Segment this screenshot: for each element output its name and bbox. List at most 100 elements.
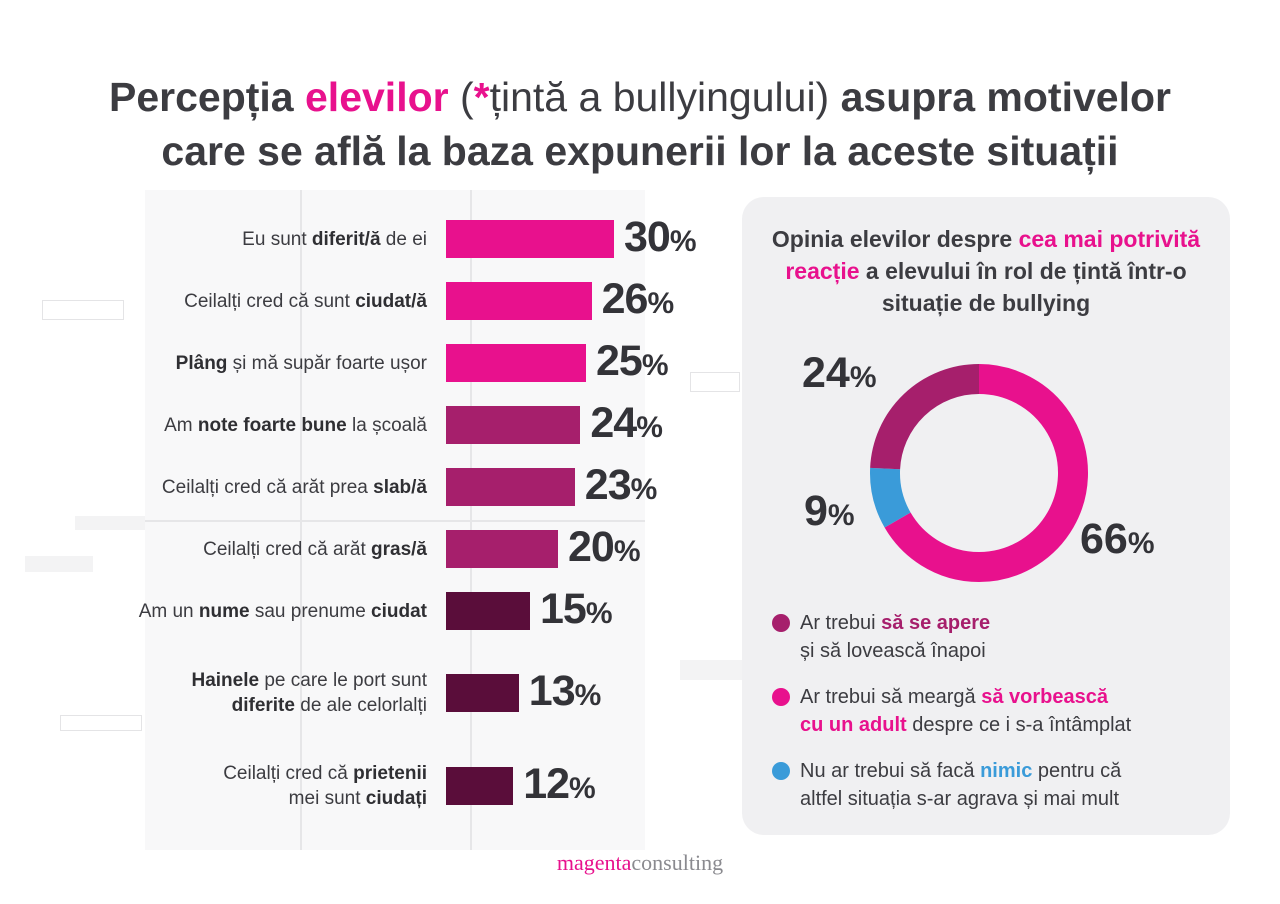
bar-value: 23 [584,461,632,509]
donut-value-unit: % [827,499,855,532]
bar-label-line: Ceilalți cred că prietenii [27,761,427,786]
label-bold: să se apere [881,612,991,634]
donut-value: 66 [1080,515,1128,563]
label-bold: cu un adult [800,714,907,736]
label-text: Ceilalți cred că sunt [184,291,356,312]
bar-value-label: 12% [523,760,596,813]
bar [446,344,586,382]
bar [446,468,575,506]
label-bold: ciudat/ă [355,291,427,312]
label-bold: nimic [980,760,1033,782]
legend-item: Ar trebui să se apere și să lovească înap… [772,609,1212,665]
bar-value-label: 20% [568,523,641,576]
panel-title: Opinia elevilor despre cea mai potrivită… [760,223,1212,319]
donut-chart [870,364,1088,582]
brand-part-2: consulting [631,850,724,875]
bar-label-line: Hainele pe care le port sunt [27,668,427,693]
bar [446,674,519,712]
label-text: Am un [138,601,199,622]
donut-value-unit: % [849,361,877,394]
panel-title-text-2: a elevului în rol de țintă într-o situaț… [859,258,1187,316]
bar-label: Am note foarte bune la școală [27,413,427,438]
donut-value: 24 [802,349,850,397]
bar [446,592,530,630]
label-text: Ceilalți cred că arăt prea [161,477,374,498]
bar-value: 30 [624,213,671,261]
label-text: Ceilalți cred că [223,763,354,784]
label-text: de ale celorlalți [294,695,427,716]
label-text: pe care le port sunt [259,670,427,691]
bar-value-label: 24% [590,399,663,452]
legend-line: Ar trebui să meargă să vorbească [800,683,1212,711]
label-bold: Plâng [175,353,228,374]
legend-item: Nu ar trebui să facă nimic pentru că altf… [772,757,1212,813]
bar-value-label: 13% [528,667,602,720]
bar [446,530,558,568]
bar-value-label: 25% [596,337,669,390]
label-text: mei sunt [288,788,366,809]
title-line-1: Percepția elevilor (*țintă a bullyingulu… [0,70,1280,124]
panel-title-text: Opinia elevilor despre [771,226,1019,252]
bar-value-unit: % [669,225,697,258]
bar-value-label: 26% [601,275,675,328]
donut-slice [870,364,980,470]
page-title: Percepția elevilor (*țintă a bullyingulu… [0,70,1280,178]
label-bold: Hainele [191,670,260,691]
legend-line: și să lovească înapoi [800,637,1212,665]
background-sketch-block [42,300,124,320]
bar-value-unit: % [647,287,674,320]
legend-line: cu un adult despre ce i s-a întâmplat [800,711,1212,739]
title-highlight: elevilor [305,74,449,120]
label-text: Nu ar trebui să facă [800,760,981,782]
label-bold: diferit/ă [311,229,381,250]
bar-value: 25 [596,337,643,385]
bar-label: Ceilalți cred că arăt prea slab/ă [27,475,427,500]
title-asterisk: * [473,74,490,120]
bar-value-label: 23% [584,461,658,514]
background-sketch-block [60,715,142,731]
bar-value-label: 15% [540,585,613,638]
label-text: altfel situația s-ar agrava și mai mult [800,788,1120,810]
legend-dot [772,762,790,780]
bar-label: Ceilalți cred că sunt ciudat/ă [27,289,427,314]
label-bold: gras/ă [371,539,427,560]
bar [446,767,514,805]
bar [446,220,614,258]
bar-value-unit: % [574,679,602,712]
donut-panel: Opinia elevilor despre cea mai potrivită… [742,197,1230,835]
legend-dot [772,688,790,706]
background-sketch-line [145,520,645,522]
bar-label: Eu sunt diferit/ă de ei [27,227,427,252]
label-bold: ciudat [371,601,427,622]
title-line-2: care se află la baza expunerii lor la ac… [161,128,1119,174]
brand-part-1: magenta [556,850,632,875]
bar-value: 24 [590,399,637,447]
legend-text: Ar trebui să meargă să vorbească cu un ad… [800,683,1212,739]
label-text: și să lovească înapoi [800,640,986,662]
legend-item: Ar trebui să meargă să vorbească cu un ad… [772,683,1212,739]
bar-label: Ceilalți cred că prietenii mei sunt ciuda… [27,761,427,811]
donut-slice [870,467,911,528]
bar-chart: Eu sunt diferit/ă de ei 30% Ceilalți cred … [0,205,740,845]
bar-value: 26 [601,275,649,323]
legend-text: Ar trebui să se apere și să lovească înap… [800,609,1212,665]
label-bold: nume [198,601,250,622]
donut-value-unit: % [1127,527,1155,560]
bar-value: 12 [523,760,570,808]
label-bold: note foarte bune [197,415,347,436]
bar-label-line: diferite de ale celorlalți [27,693,427,718]
bar-value: 20 [568,523,615,571]
label-bold: prietenii [353,763,427,784]
label-text: și mă supăr foarte ușor [227,353,427,374]
label-text: la școală [346,415,427,436]
bar-value-unit: % [641,349,669,382]
label-text: despre ce i s-a întâmplat [906,714,1132,736]
donut-value: 9 [804,487,828,535]
background-sketch-block [75,516,145,530]
bar [446,282,592,320]
panel-title-highlight: cea mai potrivită reacție [785,226,1201,284]
label-bold: slab/ă [373,477,427,498]
donut-value-label: 24% [802,349,877,402]
bar-value: 13 [528,667,576,715]
donut-value-label: 9% [804,487,855,540]
